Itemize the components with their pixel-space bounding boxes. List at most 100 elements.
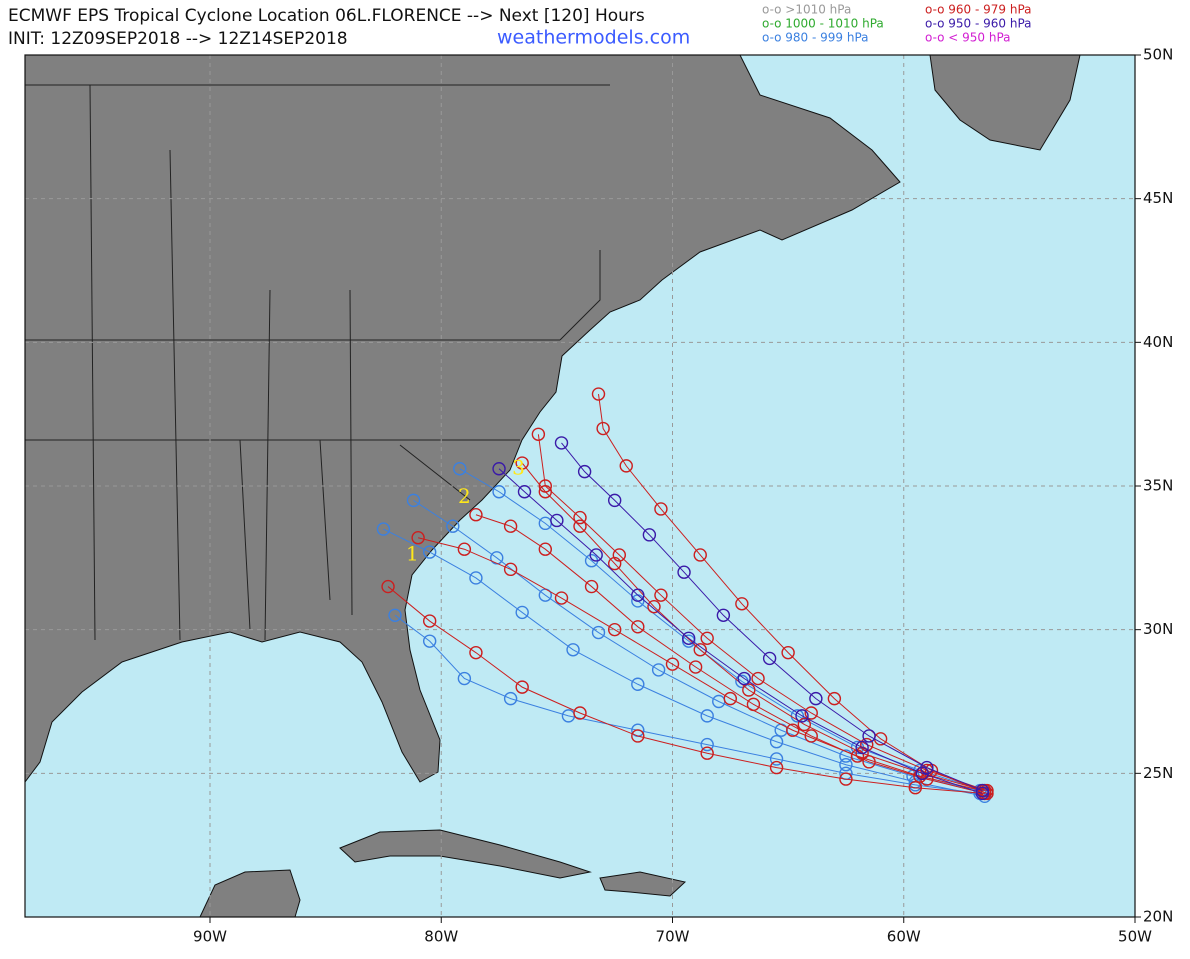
track-point	[839, 758, 853, 772]
track-point	[723, 691, 738, 706]
track-point	[975, 786, 990, 801]
track-point	[654, 588, 668, 602]
legend-entry: o-o 960 - 979 hPa	[925, 3, 1032, 17]
track-point	[591, 387, 606, 401]
track-point	[631, 677, 645, 691]
track-point	[388, 608, 402, 622]
track-point	[457, 671, 472, 686]
track-point	[531, 427, 546, 441]
track-point	[457, 542, 472, 556]
track-point	[742, 683, 756, 697]
track-point	[453, 462, 467, 476]
track-point	[693, 548, 707, 562]
track-line	[537, 434, 988, 792]
track-point	[809, 691, 823, 706]
track-point	[642, 528, 657, 542]
title: ECMWF EPS Tropical Cyclone Location 06L.…	[8, 6, 645, 26]
track-point	[469, 571, 483, 585]
track-point	[550, 513, 564, 528]
track-line	[418, 537, 983, 792]
track-point	[797, 717, 812, 732]
track-point	[762, 651, 777, 666]
track-point	[700, 737, 714, 752]
track-point	[422, 545, 437, 559]
track-point	[607, 622, 622, 637]
track-point	[737, 671, 751, 686]
track-line	[475, 514, 985, 794]
lat-label: 30N	[1143, 620, 1173, 638]
tracks	[376, 387, 994, 804]
lat-label: 40N	[1143, 333, 1173, 351]
track-point	[855, 740, 869, 755]
track-point	[566, 643, 580, 657]
landfall-label: 2	[458, 484, 471, 508]
landfall-label: 1	[406, 541, 419, 565]
site: weathermodels.com	[497, 27, 690, 49]
track-point	[515, 680, 529, 694]
track-point	[751, 671, 765, 686]
track-point	[554, 436, 569, 450]
lon-label: 60W	[887, 928, 921, 946]
track-line	[459, 468, 985, 792]
track-point	[804, 729, 818, 743]
track-point	[406, 493, 421, 508]
track-point	[446, 519, 460, 533]
track-point	[647, 599, 661, 614]
track-line	[498, 468, 983, 794]
track-point	[651, 663, 666, 677]
track-point	[573, 510, 587, 525]
track-point	[411, 531, 425, 545]
track-point	[665, 657, 680, 671]
legend-entry: o-o < 950 hPa	[925, 31, 1011, 45]
track-point	[577, 464, 592, 479]
lat-label: 45N	[1143, 189, 1173, 207]
track-point	[515, 456, 529, 470]
track-point	[631, 620, 645, 634]
track-point	[503, 562, 518, 577]
track-line	[383, 528, 985, 797]
track-point	[573, 519, 587, 533]
track-point	[769, 735, 784, 749]
track-point	[538, 542, 553, 556]
track-point	[716, 608, 731, 622]
track-line	[598, 393, 988, 794]
track-point	[693, 643, 707, 657]
lon-label: 50W	[1118, 928, 1152, 946]
lat-label: 25N	[1143, 764, 1173, 782]
track-point	[422, 614, 437, 628]
landfall-label: 3	[512, 455, 525, 479]
track-point	[503, 519, 518, 533]
track-point	[515, 605, 529, 620]
track-point	[596, 421, 610, 436]
track-point	[538, 479, 553, 493]
track-point	[589, 548, 603, 562]
track-point	[492, 485, 506, 499]
track-point	[735, 597, 749, 611]
track-line	[561, 442, 983, 792]
track-point	[517, 485, 532, 499]
track-point	[376, 522, 391, 536]
track-point	[827, 691, 842, 706]
lat-label: 50N	[1143, 46, 1173, 64]
track-point	[619, 459, 633, 473]
track-line	[521, 462, 985, 792]
track-point	[700, 746, 714, 760]
track-point	[781, 645, 795, 660]
track-point	[503, 691, 518, 706]
track-point	[688, 660, 703, 674]
track-point	[681, 631, 696, 645]
track-point	[554, 591, 569, 605]
legend-entry: o-o 980 - 999 hPa	[762, 31, 869, 45]
track-point	[469, 645, 483, 660]
track-point	[746, 697, 761, 712]
track-point	[584, 579, 599, 594]
borders	[25, 84, 610, 641]
track-point	[786, 723, 800, 737]
lon-label: 80W	[424, 928, 458, 946]
track-point	[804, 706, 818, 720]
init-time: INIT: 12Z09SEP2018 --> 12Z14SEP2018	[8, 29, 348, 49]
track-point	[492, 462, 506, 476]
track-point	[700, 631, 714, 645]
track-point	[769, 752, 784, 766]
